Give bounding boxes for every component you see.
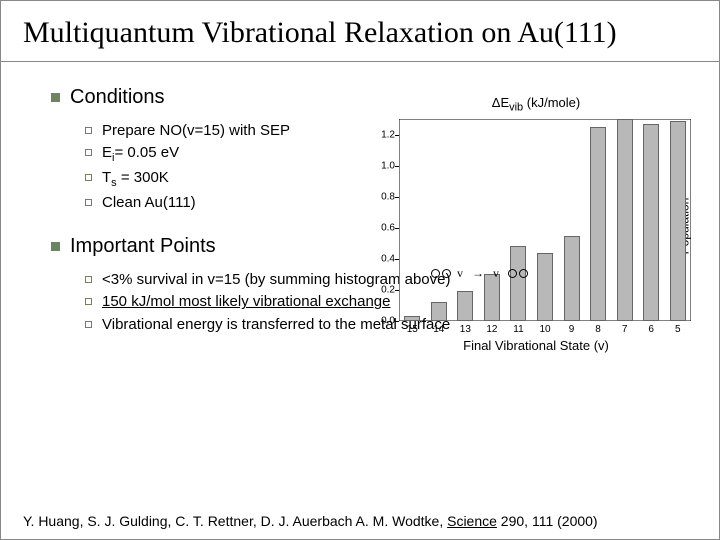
histogram-chart: ΔEvib (kJ/mole) Final Vibrational State … <box>371 101 701 351</box>
chart-bar <box>641 124 661 321</box>
chart-bar <box>668 121 688 321</box>
chart-xtick: 9 <box>569 324 575 335</box>
list-item: Clean Au(111) <box>85 193 335 213</box>
chart-ytick: 0.4 <box>381 253 395 264</box>
chart-ytick: 0.6 <box>381 222 395 233</box>
chart-plot-area: 0.00.20.40.60.81.01.215141312111098765 <box>399 119 691 321</box>
citation-authors: Y. Huang, S. J. Gulding, C. T. Rettner, … <box>23 513 447 529</box>
bullet-icon <box>85 127 92 134</box>
chart-bar <box>508 246 528 321</box>
chart-bar <box>455 291 475 321</box>
citation: Y. Huang, S. J. Gulding, C. T. Rettner, … <box>23 513 697 529</box>
chart-bar <box>562 236 582 321</box>
chart-bar <box>615 119 635 321</box>
chart-xtick: 11 <box>513 324 523 335</box>
chart-xtick: 8 <box>595 324 601 335</box>
bullet-icon <box>51 93 60 102</box>
chart-ytick: 0.2 <box>381 284 395 295</box>
list-item: Ei= 0.05 eV <box>85 143 335 166</box>
chart-xtick: 6 <box>648 324 654 335</box>
citation-journal: Science <box>447 513 497 529</box>
bullet-icon <box>85 276 92 283</box>
bullet-icon <box>85 149 92 156</box>
chart-ytick: 1.2 <box>381 129 395 140</box>
bullet-icon <box>85 298 92 305</box>
bullet-icon <box>85 199 92 206</box>
chart-xtick: 7 <box>622 324 628 335</box>
legend-overlay: v → v <box>431 266 528 281</box>
list-item: Ts = 300K <box>85 168 335 191</box>
list-item-text: Ei= 0.05 eV <box>102 143 179 166</box>
chart-bar <box>482 274 502 321</box>
bullet-icon <box>51 242 60 251</box>
title-region: Multiquantum Vibrational Relaxation on A… <box>1 1 719 62</box>
chart-top-axis-label: ΔEvib (kJ/mole) <box>492 95 580 114</box>
conditions-heading-text: Conditions <box>70 86 165 109</box>
list-item: Prepare NO(v=15) with SEP <box>85 121 335 141</box>
chart-xtick: 13 <box>460 324 471 335</box>
list-item-text: Ts = 300K <box>102 168 169 191</box>
bullet-icon <box>85 321 92 328</box>
slide-title: Multiquantum Vibrational Relaxation on A… <box>23 15 697 51</box>
chart-xtick: 15 <box>407 324 418 335</box>
chart-xtick: 5 <box>675 324 681 335</box>
list-item-text: Prepare NO(v=15) with SEP <box>102 121 290 141</box>
chart-xtick: 10 <box>539 324 550 335</box>
chart-ytick: 1.0 <box>381 160 395 171</box>
bullet-icon <box>85 174 92 181</box>
chart-xtick: 14 <box>433 324 444 335</box>
chart-xtick: 12 <box>486 324 497 335</box>
important-heading-text: Important Points <box>70 235 216 258</box>
list-item-text: Clean Au(111) <box>102 193 196 213</box>
chart-bar <box>402 316 422 321</box>
chart-bar <box>535 253 555 321</box>
chart-ytick: 0.8 <box>381 191 395 202</box>
legend-text: v → v <box>457 266 502 281</box>
chart-bar <box>588 127 608 321</box>
list-item-text: 150 kJ/mol most likely vibrational excha… <box>102 292 390 312</box>
citation-ref: 290, 111 (2000) <box>497 513 598 529</box>
chart-ytick: 0.0 <box>381 316 395 327</box>
chart-bottom-axis-label: Final Vibrational State (v) <box>463 338 609 353</box>
marker-icon <box>508 269 528 278</box>
chart-bar <box>429 302 449 321</box>
marker-icon <box>431 269 451 278</box>
